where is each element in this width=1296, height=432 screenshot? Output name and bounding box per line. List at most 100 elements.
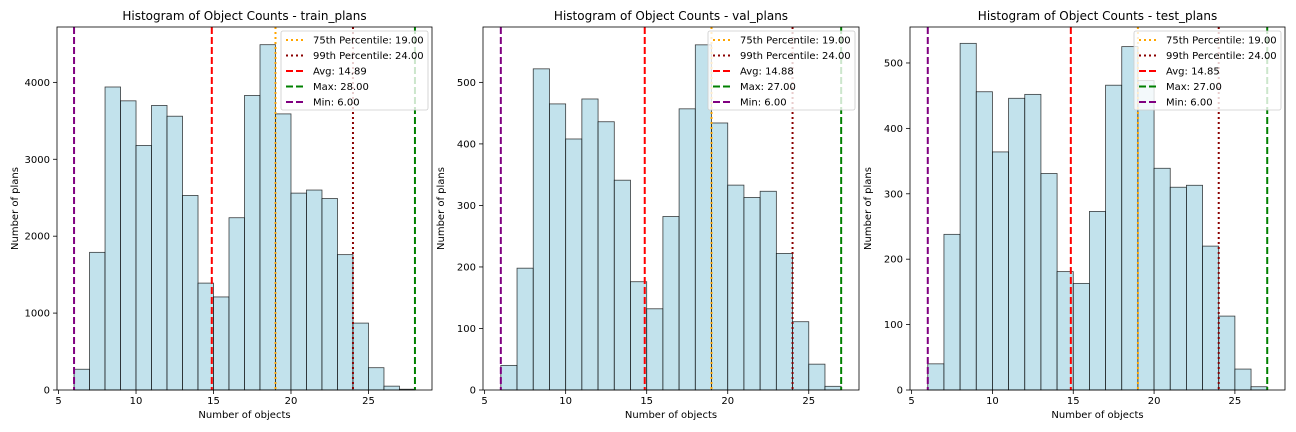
- histogram-bar: [1202, 245, 1220, 391]
- histogram-bar: [290, 192, 307, 391]
- y-tick-label: 0: [44, 386, 50, 397]
- histogram-bar: [1072, 282, 1090, 391]
- y-tick-label: 400: [884, 124, 903, 135]
- histogram-bar: [244, 95, 261, 391]
- histogram-bar: [1089, 211, 1106, 391]
- x-tick-label: 20: [285, 396, 298, 407]
- histogram-bar: [975, 91, 993, 391]
- x-tick-label: 5: [908, 396, 914, 407]
- x-tick-label: 25: [362, 396, 375, 407]
- chart-panel: 5 10 15 20 25 0 100 200 300 400 500 Histogram of Ob…: [863, 9, 1286, 421]
- y-tick-label: 1000: [25, 309, 50, 320]
- x-tick-label: 20: [1148, 396, 1161, 407]
- histogram-bar: [259, 44, 276, 391]
- histogram-bar: [678, 108, 696, 391]
- legend-box: [280, 30, 429, 111]
- x-tick-label: 10: [559, 396, 572, 407]
- histogram-bar: [1008, 97, 1026, 391]
- legend-entry-label: 99th Percentile: 24.00: [740, 51, 851, 62]
- chart-panel: 5 10 15 20 25 0 100 200 300 400 500 Histogram of Ob…: [436, 9, 860, 421]
- x-tick-label: 5: [481, 396, 487, 407]
- histogram-bar: [1024, 93, 1042, 391]
- histogram-bar: [228, 217, 245, 391]
- histogram-bar: [1169, 186, 1187, 391]
- y-tick-label: 2000: [25, 232, 50, 243]
- histogram-bar: [104, 86, 121, 391]
- y-tick-label: 100: [884, 320, 903, 331]
- x-tick-label: 25: [802, 396, 815, 407]
- histogram-bar: [1105, 84, 1123, 391]
- plot-frame: [56, 26, 433, 391]
- x-tick-label: 15: [1067, 396, 1080, 407]
- chart-title: Histogram of Object Counts - train_plans: [122, 9, 366, 23]
- histogram-bar: [1040, 173, 1058, 391]
- y-tick-label: 400: [457, 139, 476, 150]
- y-axis-label: Number of plans: [436, 167, 447, 250]
- legend-entry-label: Max: 28.00: [313, 82, 369, 93]
- y-tick-label: 0: [897, 386, 903, 397]
- histogram-bar: [743, 197, 761, 391]
- histogram-bar: [824, 385, 842, 391]
- plot-frame: [909, 26, 1286, 391]
- y-tick-label: 200: [884, 255, 903, 266]
- histogram-bar: [808, 363, 826, 391]
- histogram-bar: [337, 254, 354, 391]
- histogram-bar: [1250, 386, 1268, 391]
- legend-entry-label: 99th Percentile: 24.00: [313, 51, 424, 62]
- histogram-bar: [321, 198, 338, 391]
- histogram-bar: [182, 195, 199, 391]
- legend-entry-label: Min: 6.00: [740, 98, 787, 109]
- histogram-bar: [613, 179, 631, 391]
- y-tick-label: 3000: [25, 155, 50, 166]
- x-tick-label: 20: [721, 396, 734, 407]
- histogram-bar: [792, 321, 810, 391]
- histogram-bar: [1186, 184, 1203, 391]
- histogram-bar: [597, 121, 615, 391]
- histogram-bar: [759, 190, 777, 391]
- x-tick-label: 25: [1229, 396, 1242, 407]
- histogram-bar: [581, 98, 599, 391]
- histogram-bar: [549, 103, 567, 391]
- x-tick-label: 5: [55, 396, 61, 407]
- histogram-bar: [166, 115, 183, 391]
- histogram-bar: [662, 216, 680, 391]
- histogram-bar: [532, 68, 550, 391]
- y-tick-label: 500: [457, 78, 476, 89]
- chart-panel: 5 10 15 20 25 0 1000 2000 3000 4000 Histogram of O…: [10, 9, 433, 421]
- histogram-bar: [275, 113, 292, 391]
- legend-entry-label: 99th Percentile: 24.00: [1166, 51, 1277, 62]
- x-tick-label: 15: [640, 396, 653, 407]
- chart-title: Histogram of Object Counts - test_plans: [978, 9, 1217, 23]
- histogram-bar: [73, 368, 90, 391]
- y-tick-label: 200: [457, 262, 476, 273]
- histogram-bar: [992, 151, 1010, 391]
- histogram-bar: [1153, 167, 1171, 391]
- histogram-bar: [775, 253, 793, 391]
- legend-entry-label: Min: 6.00: [313, 98, 360, 109]
- histogram-bar: [352, 322, 369, 391]
- histogram-bar: [711, 122, 729, 391]
- legend-entry-label: Avg: 14.89: [313, 67, 367, 78]
- legend-box: [707, 30, 856, 111]
- y-tick-label: 100: [457, 324, 476, 335]
- x-tick-label: 10: [130, 396, 143, 407]
- y-tick-label: 300: [884, 189, 903, 200]
- legend-entry-label: Avg: 14.85: [1166, 67, 1220, 78]
- histogram-bar: [368, 367, 385, 391]
- x-tick-label: 15: [207, 396, 220, 407]
- x-tick-label: 10: [986, 396, 999, 407]
- histogram-bar: [89, 251, 106, 391]
- legend-box: [1133, 30, 1282, 111]
- histogram-bar: [213, 296, 230, 391]
- y-tick-label: 300: [457, 201, 476, 212]
- histogram-bar: [646, 308, 664, 391]
- histogram-bar: [306, 189, 323, 391]
- legend-entry-label: Max: 27.00: [740, 82, 796, 93]
- histogram-bar: [959, 42, 977, 391]
- histogram-bar: [1218, 315, 1236, 391]
- legend-entry-label: 75th Percentile: 19.00: [1166, 36, 1277, 47]
- x-axis-label: Number of objects: [1051, 410, 1143, 421]
- histogram-bar: [120, 100, 137, 391]
- histogram-bar: [516, 267, 534, 391]
- x-axis-label: Number of objects: [198, 410, 290, 421]
